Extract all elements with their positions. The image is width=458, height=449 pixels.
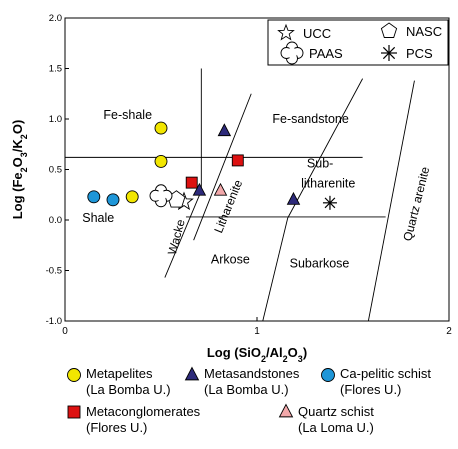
legend-symbol-metapelites	[67, 368, 81, 382]
legend-label: Ca-pelitic schist	[340, 366, 432, 381]
cross-core	[286, 47, 298, 59]
field-label-arkose: Arkose	[211, 252, 250, 266]
legend-symbol-paas	[280, 41, 304, 65]
asterisk-stroke	[324, 197, 336, 209]
legend-symbol-ucc	[277, 23, 295, 41]
legend-item-metapelites: Metapelites (La Bomba U.)	[86, 366, 171, 398]
legend-unit: (Flores U.)	[86, 420, 148, 435]
y-tick-label: 0.0	[49, 215, 62, 226]
data-point-metaconglomerates	[231, 154, 244, 167]
field-label-wacke: Wacke	[165, 218, 188, 257]
data-point-metapelites	[154, 121, 168, 135]
x-tick-label: 2	[446, 326, 452, 337]
legend-label-ucc: UCC	[303, 26, 331, 41]
y-tick-label: -0.5	[46, 266, 62, 277]
y-tick-label: 1.5	[49, 64, 62, 75]
field-boundary	[262, 217, 289, 322]
data-point-ca-pelitic-schist	[87, 190, 101, 204]
legend-unit: (La Loma U.)	[298, 420, 374, 435]
legend-symbol-quartz-schist	[278, 403, 294, 418]
data-point-ca-pelitic-schist	[106, 193, 120, 207]
legend-unit: (La Bomba U.)	[86, 382, 171, 397]
y-axis-label: Log (Fe2O3/K2O)	[10, 120, 29, 220]
y-tick-label: 0.5	[49, 165, 62, 176]
legend-label: Metapelites	[86, 366, 153, 381]
field-label-quartz-arenite: Quartz arenite	[400, 165, 432, 242]
ref-point-paas	[149, 184, 173, 208]
x-axis-label: Log (SiO2/Al2O3)	[207, 345, 307, 364]
field-label-fe-sandstone: Fe-sandstone	[272, 112, 348, 126]
field-label-fe-shale: Fe-shale	[103, 108, 152, 122]
cross-core	[155, 190, 167, 201]
field-boundary	[287, 157, 321, 219]
field-boundary	[164, 190, 202, 278]
field-label-sublitharenite-line1: Sub-	[307, 156, 333, 170]
data-point-metasandstones	[286, 191, 301, 205]
data-point-quartz-schist	[213, 182, 228, 196]
legend-label-pcs: PCS	[406, 46, 433, 61]
data-point-metapelites	[154, 154, 168, 168]
field-boundary	[367, 80, 415, 322]
legend-label: Metaconglomerates	[86, 404, 201, 419]
legend-label: Metasandstones	[204, 366, 300, 381]
field-label-subarkose: Subarkose	[290, 256, 350, 270]
legend-symbol-pcs	[381, 45, 397, 61]
legend-item-ca-pelitic-schist: Ca-pelitic schist (Flores U.)	[340, 366, 431, 398]
y-tick-label: 2.0	[49, 13, 62, 24]
y-tick-label: 1.0	[49, 114, 62, 125]
legend-symbol-ca-pelitic-schist	[321, 368, 335, 382]
data-point-metasandstones	[192, 182, 207, 196]
field-boundary	[193, 93, 252, 241]
field-label-shale: Shale	[82, 211, 114, 225]
legend-label-paas: PAAS	[309, 46, 343, 61]
legend-symbol-metaconglomerates	[67, 405, 81, 419]
legend-symbol-nasc	[380, 22, 398, 38]
x-tick-label: 0	[62, 326, 68, 337]
data-point-metapelites	[125, 190, 139, 204]
x-tick-label: 1	[254, 326, 260, 337]
field-label-sublitharenite-line2: litharenite	[301, 177, 355, 191]
data-point-metaconglomerates	[185, 176, 198, 189]
field-boundary	[319, 78, 363, 158]
legend-item-metasandstones: Metasandstones (La Bomba U.)	[204, 366, 299, 398]
legend-item-metaconglomerates: Metaconglomerates (Flores U.)	[86, 404, 200, 436]
legend-symbol-metasandstones	[184, 366, 200, 381]
legend-item-quartz-schist: Quartz schist (La Loma U.)	[298, 404, 374, 436]
legend-unit: (Flores U.)	[340, 382, 402, 397]
asterisk-stroke	[382, 46, 396, 60]
data-point-metasandstones	[217, 123, 232, 137]
field-label-litharenite: Litharenite	[211, 177, 245, 235]
legend-unit: (La Bomba U.)	[204, 382, 289, 397]
ref-point-pcs	[322, 195, 337, 210]
y-tick-label: -1.0	[46, 316, 62, 327]
legend-label-nasc: NASC	[406, 24, 442, 39]
legend-label: Quartz schist	[298, 404, 374, 419]
